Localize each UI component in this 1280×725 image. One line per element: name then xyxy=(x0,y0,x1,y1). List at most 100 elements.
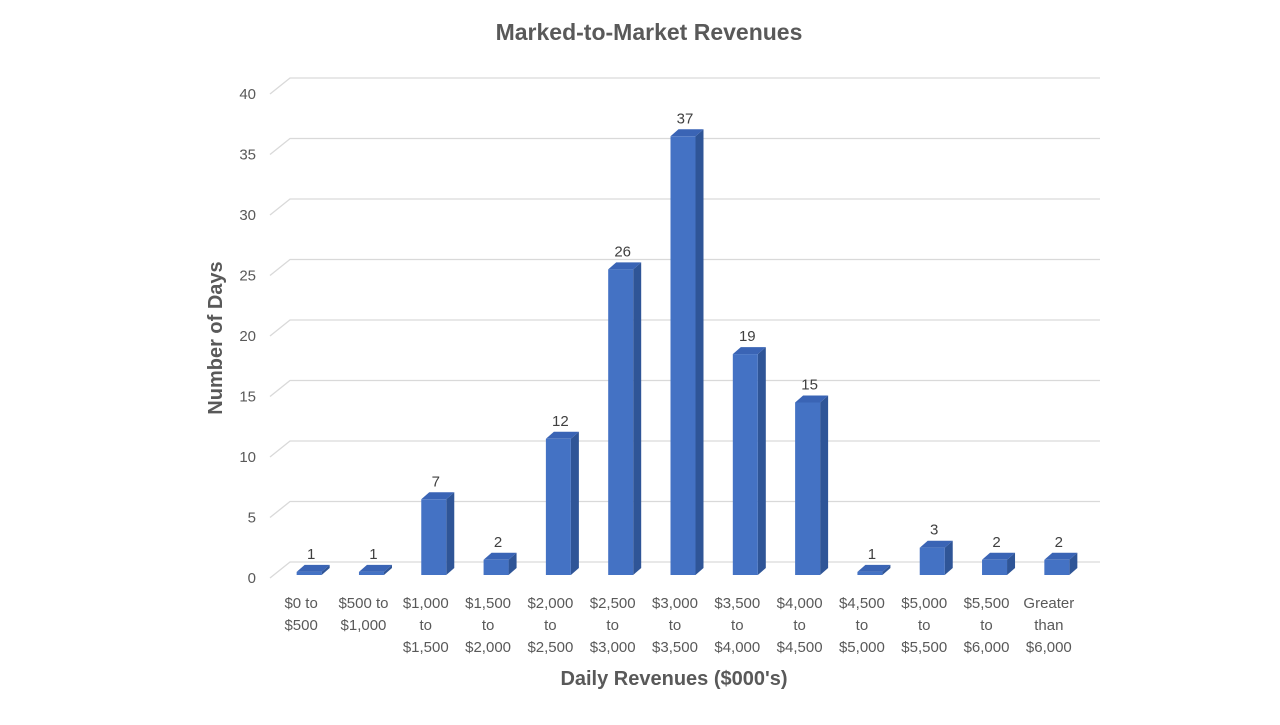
gridline xyxy=(269,440,1100,458)
bar-top xyxy=(483,552,517,560)
y-tick-label: 30 xyxy=(239,207,256,224)
data-label: 26 xyxy=(614,243,631,260)
bar-top xyxy=(982,552,1016,560)
bar-top xyxy=(608,262,642,270)
bar xyxy=(608,262,642,575)
x-tick-label: $5,000 to $5,500 xyxy=(901,595,947,656)
data-label: 15 xyxy=(801,377,818,394)
y-tick-label: 40 xyxy=(239,86,256,103)
bar-top xyxy=(296,564,330,572)
bar-top xyxy=(358,564,392,572)
bar xyxy=(358,564,392,575)
x-tick-label: $0 to $500 xyxy=(284,595,317,634)
x-tick-label: $2,500 to $3,000 xyxy=(590,595,636,656)
bar-top xyxy=(670,129,704,137)
data-label: 37 xyxy=(677,110,694,127)
data-label: 7 xyxy=(432,473,440,490)
gridline xyxy=(269,77,1100,95)
data-label: 19 xyxy=(739,328,756,345)
bar-side xyxy=(1007,552,1016,575)
bar-front xyxy=(421,499,447,575)
gridline xyxy=(269,319,1100,337)
bar xyxy=(296,564,330,575)
data-label: 1 xyxy=(868,546,876,563)
bar-side xyxy=(383,564,392,575)
data-label: 1 xyxy=(369,546,377,563)
bar-top xyxy=(1044,552,1078,560)
bar xyxy=(795,395,829,575)
bar-side xyxy=(321,564,330,575)
data-label: 2 xyxy=(494,534,502,551)
bar xyxy=(545,431,579,575)
bar-front xyxy=(608,269,634,575)
x-tick-label: $500 to $1,000 xyxy=(338,595,388,634)
data-label: 12 xyxy=(552,413,569,430)
bar xyxy=(483,552,517,575)
bar-front xyxy=(483,559,509,575)
bar-top xyxy=(795,395,829,403)
bar-side xyxy=(633,262,642,575)
bar-side xyxy=(446,492,455,575)
y-axis-ticks: 0 5 10 15 20 25 30 35 40 xyxy=(239,86,256,587)
bar xyxy=(982,552,1016,575)
bar-front xyxy=(857,571,883,575)
y-tick-label: 35 xyxy=(239,147,256,164)
bar-top xyxy=(732,347,766,355)
bar-side xyxy=(882,564,891,575)
bar-side xyxy=(757,347,766,575)
chart-title: Marked-to-Market Revenues xyxy=(496,19,803,45)
bar-top xyxy=(421,492,455,500)
bar-side xyxy=(508,552,517,575)
bar-side xyxy=(695,129,704,576)
bar-front xyxy=(358,571,384,575)
bar-top xyxy=(857,564,891,572)
x-tick-label: $2,000 to $2,500 xyxy=(527,595,573,656)
x-tick-label: $3,000 to $3,500 xyxy=(652,595,698,656)
gridline xyxy=(269,198,1100,216)
bar-front xyxy=(982,559,1008,575)
x-axis-ticks: $0 to $500 $500 to $1,000 $1,000 to $1,500 $1,5… xyxy=(284,595,1074,656)
bar-side xyxy=(944,540,953,575)
gridline xyxy=(269,379,1100,398)
bar xyxy=(732,347,766,575)
bar-front xyxy=(545,438,571,575)
gridline xyxy=(269,137,1100,156)
data-label: 2 xyxy=(992,534,1000,551)
x-tick-label: $5,500 to $6,000 xyxy=(964,595,1010,656)
bar-top xyxy=(545,431,579,439)
bars xyxy=(296,129,1078,576)
bar-front xyxy=(296,571,322,575)
data-label: 1 xyxy=(307,546,315,563)
x-tick-label: $4,500 to $5,000 xyxy=(839,595,885,656)
bar-front xyxy=(795,402,821,575)
gridline xyxy=(269,258,1100,277)
bar-front xyxy=(1044,559,1070,575)
gridline xyxy=(269,500,1100,519)
bar-front xyxy=(670,136,696,576)
y-tick-label: 10 xyxy=(239,449,256,466)
bar xyxy=(1044,552,1078,575)
y-tick-label: 20 xyxy=(239,328,256,345)
bar xyxy=(919,540,953,575)
bar-side xyxy=(820,395,829,575)
bar-side xyxy=(570,431,579,575)
y-tick-label: 15 xyxy=(239,389,256,406)
y-tick-label: 25 xyxy=(239,268,256,285)
bar-top xyxy=(919,540,953,548)
gridline xyxy=(269,561,1100,579)
bar-front xyxy=(732,354,758,575)
gridlines xyxy=(269,77,1100,579)
bar xyxy=(421,492,455,575)
bar xyxy=(670,129,704,576)
bar-side xyxy=(1069,552,1078,575)
y-axis-title: Number of Days xyxy=(205,261,227,414)
x-tick-label: $1,500 to $2,000 xyxy=(465,595,511,656)
x-tick-label: $3,500 to $4,000 xyxy=(714,595,760,656)
y-tick-label: 0 xyxy=(248,570,256,587)
data-labels: 1 1 7 2 12 26 37 19 15 1 3 2 2 xyxy=(307,110,1063,563)
data-label: 2 xyxy=(1055,534,1063,551)
x-tick-label: $4,000 to $4,500 xyxy=(777,595,823,656)
y-tick-label: 5 xyxy=(248,510,256,527)
